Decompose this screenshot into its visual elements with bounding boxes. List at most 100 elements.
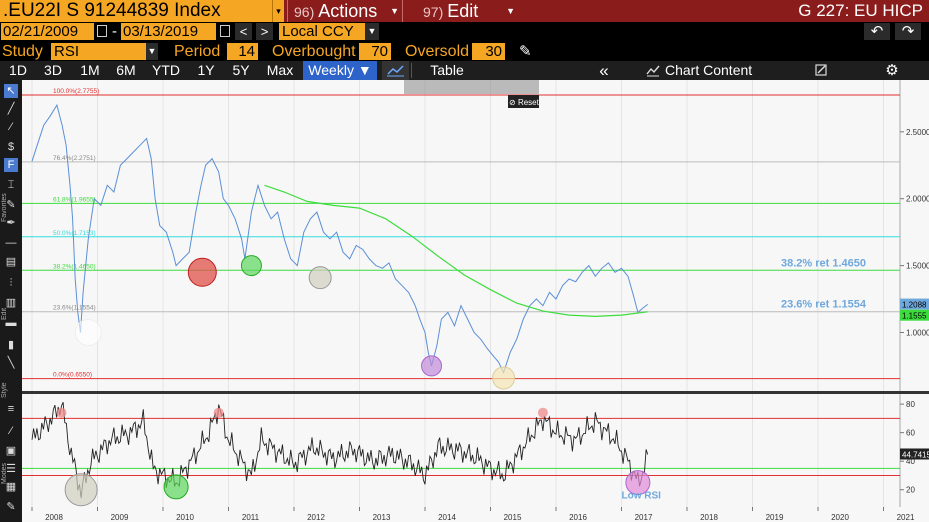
eraser-tool-icon[interactable]: ▬ (5, 317, 17, 329)
overbought-highlight (537, 407, 548, 418)
chart-content-icon[interactable] (645, 61, 661, 80)
range-bar (0, 22, 929, 42)
overbought-field[interactable]: 70 (359, 43, 391, 60)
chevron-down-icon: ▼ (506, 6, 515, 16)
range-max-button[interactable]: Max (266, 62, 294, 78)
oversold-field[interactable]: 30 (472, 43, 505, 60)
highlight-circle (187, 257, 217, 287)
moving-average-line (264, 184, 648, 318)
stroke-tool-icon[interactable]: ╲ (7, 357, 15, 369)
next-period-button[interactable]: > (256, 23, 273, 40)
text-tool-icon[interactable]: ⌶ (7, 179, 15, 191)
select-mode-icon[interactable]: ▦ (5, 481, 17, 493)
edit-menu-label: Edit (447, 1, 479, 21)
last-price-value: 1.2088 (902, 301, 927, 310)
chevron-down-icon: ▼ (390, 6, 399, 16)
gear-icon[interactable]: ⚙ (885, 62, 899, 79)
oversold-label: Oversold (405, 43, 470, 60)
channel-tool-icon[interactable]: ▤ (5, 256, 17, 268)
prev-period-button[interactable]: < (235, 23, 252, 40)
rsi-last-value: 44.7415 (902, 450, 929, 459)
actions-menu[interactable]: 96) Actions ▼ (287, 0, 402, 22)
range-ytd-button[interactable]: YTD (152, 62, 180, 78)
undo-button[interactable]: ↶ (864, 23, 890, 40)
table-button[interactable]: Table (430, 62, 464, 78)
drawing-tools-strip (0, 80, 22, 522)
range-5y-button[interactable]: 5Y (232, 62, 250, 78)
ruler-tool-icon[interactable]: ⫶ (9, 277, 13, 289)
fibonacci-tool-icon[interactable]: F (4, 158, 18, 172)
hline-tool-icon[interactable]: — (5, 237, 17, 249)
zoom-mode-icon[interactable]: ▣ (5, 445, 17, 457)
last-price-tag (900, 298, 929, 310)
range-6m-button[interactable]: 6M (116, 62, 136, 78)
security-field[interactable]: .EU22I S 91244839 Index (0, 0, 283, 22)
highlight-circle (240, 255, 262, 277)
security-dropdown-icon[interactable]: ▾ (272, 0, 284, 22)
x-tick-label: 2010 (176, 513, 194, 522)
chart-content-button[interactable]: Chart Content (665, 62, 753, 78)
crosshair-mode-icon[interactable]: ⁄ (10, 425, 12, 437)
pencil-icon[interactable]: ✎ (519, 43, 532, 60)
rsi-y-tick-label: 80 (906, 400, 915, 409)
fib-level-label: 76.4%(2.2751) (53, 155, 96, 162)
draw-mode-icon[interactable]: ✎ (6, 501, 16, 513)
overbought-label: Overbought (272, 43, 356, 60)
dollar-tool-icon[interactable]: $ (7, 141, 15, 153)
x-tick-label: 2015 (504, 513, 522, 522)
study-field[interactable]: RSI (51, 43, 146, 60)
x-tick-label: 2016 (569, 513, 587, 522)
fill-tool-icon[interactable]: ▮ (7, 339, 15, 351)
price-and-rsi-chart[interactable]: 2008 2009 2010 2011 2012 2013 2014 2015 2016 2017… (22, 80, 929, 522)
highlight-circle (163, 474, 189, 500)
lines-style-icon[interactable]: ≡ (7, 403, 15, 415)
highlight-circle (74, 318, 102, 346)
rsi-annotation: Low RSI (622, 490, 662, 501)
collapse-button[interactable]: « (599, 61, 609, 80)
modes-label: Modes (1, 462, 8, 484)
fib-level-label: 50.0%(1.7153) (53, 230, 96, 237)
chart-area[interactable]: 2008 2009 2010 2011 2012 2013 2014 2015 2016 2017… (22, 80, 929, 522)
chevron-down-icon[interactable]: ▼ (146, 43, 158, 60)
range-1y-button[interactable]: 1Y (197, 62, 215, 78)
fib-annotation-38: 38.2% ret 1.4650 (781, 257, 866, 269)
line-tool-icon[interactable]: ╱ (7, 103, 15, 115)
calendar-icon[interactable] (220, 25, 230, 37)
fib-annotation-23: 23.6% ret 1.1554 (781, 299, 867, 311)
time-axis (22, 507, 929, 522)
reset-icon: ⊘ (509, 98, 516, 107)
actions-menu-number: 96) (294, 4, 315, 20)
style-label: Style (1, 382, 8, 398)
range-1m-button[interactable]: 1M (80, 62, 100, 78)
chevron-down-icon[interactable]: ▼ (365, 23, 379, 40)
redo-button[interactable]: ↷ (895, 23, 921, 40)
pan-mode-icon[interactable]: ☰ (6, 463, 16, 475)
pointer-tool-icon[interactable]: ↖ (4, 84, 18, 98)
end-date-field[interactable]: 03/13/2019 (121, 23, 216, 40)
marker-tool-icon[interactable]: ✒ (6, 217, 16, 229)
ma-value: 1.1555 (902, 312, 927, 321)
chart-popover (404, 80, 539, 110)
calendar-icon[interactable] (97, 25, 107, 37)
range-1d-button[interactable]: 1D (9, 62, 27, 78)
chart-type-button[interactable] (382, 61, 409, 80)
fib-level-label: 23.6%(1.1554) (53, 305, 96, 312)
favorites-label: Favorites (1, 193, 8, 222)
frequency-dropdown[interactable]: Weekly ▼ (303, 61, 377, 80)
ma-value-tag (900, 309, 929, 321)
edit-label: Edit (1, 307, 8, 320)
range-3d-button[interactable]: 3D (44, 62, 62, 78)
period-label: Period (174, 43, 221, 60)
period-field[interactable]: 14 (227, 43, 258, 60)
start-date-field[interactable]: 02/21/2009 (1, 23, 94, 40)
bars-tool-icon[interactable]: ▥ (5, 297, 17, 309)
currency-field[interactable]: Local CCY (279, 23, 365, 40)
line-chart-icon (387, 65, 404, 77)
annotation-tool-icon[interactable]: ⁄ (10, 121, 12, 133)
y-tick-label: 1.5000 (906, 262, 929, 271)
edit-menu[interactable]: 97) Edit ▼ (402, 0, 518, 22)
rsi-y-tick-label: 60 (906, 429, 915, 438)
reset-button[interactable]: ⊘ Reset (509, 96, 539, 109)
edit-chart-button[interactable] (812, 61, 830, 80)
brush-tool-icon[interactable]: ✎ (6, 199, 16, 211)
